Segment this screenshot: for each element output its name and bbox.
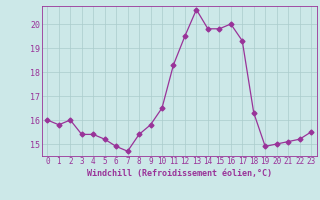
X-axis label: Windchill (Refroidissement éolien,°C): Windchill (Refroidissement éolien,°C)	[87, 169, 272, 178]
